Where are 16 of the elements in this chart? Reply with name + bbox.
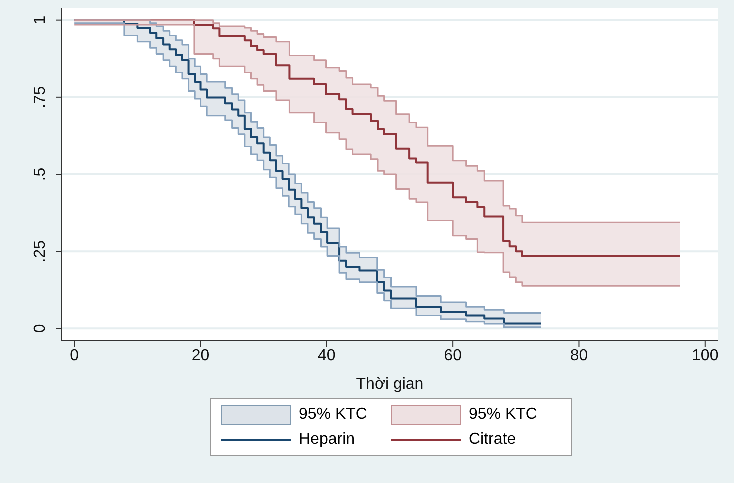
y-tick-label: 1 bbox=[32, 16, 49, 25]
y-tick-label: .75 bbox=[32, 86, 49, 109]
legend-label: Citrate bbox=[469, 431, 516, 449]
text: 95% KTC bbox=[469, 406, 538, 424]
x-tick-label: 60 bbox=[444, 347, 462, 364]
x-tick-label: 100 bbox=[692, 347, 719, 364]
y-tick-label: 0 bbox=[32, 324, 49, 334]
x-axis-title: Thời gian bbox=[356, 376, 424, 393]
x-tick-label: 0 bbox=[70, 347, 80, 364]
x-tick-label: 40 bbox=[318, 347, 336, 364]
legend-label: Heparin bbox=[299, 431, 356, 449]
x-tick-label: 20 bbox=[192, 347, 210, 364]
text: 95% KTC bbox=[299, 406, 368, 424]
y-tick-label: .25 bbox=[32, 240, 49, 263]
y-tick-label: .5 bbox=[32, 168, 49, 182]
x-tick-label: 80 bbox=[570, 347, 588, 364]
